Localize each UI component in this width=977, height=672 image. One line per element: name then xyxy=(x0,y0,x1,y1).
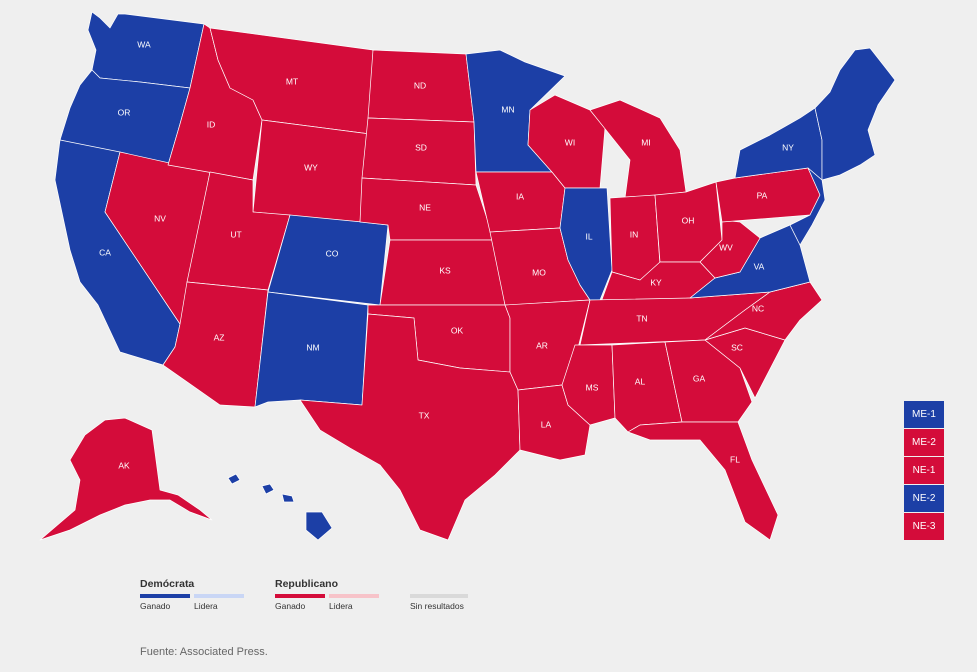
state-MID-ATL[interactable] xyxy=(789,167,826,246)
states-layer xyxy=(39,11,896,541)
state-TX[interactable] xyxy=(299,313,521,541)
state-WY[interactable] xyxy=(252,119,371,223)
legend-dem-lead-label: Lidera xyxy=(194,601,218,611)
district-me-2[interactable]: ME-2 xyxy=(904,429,944,456)
state-CO[interactable] xyxy=(267,214,389,306)
state-SD[interactable] xyxy=(361,117,477,186)
legend-rep-lead-label: Lidera xyxy=(329,601,353,611)
district-ne-2[interactable]: NE-2 xyxy=(904,485,944,512)
legend-no-results-item: Sin resultados xyxy=(410,594,468,611)
legend-democrat: Demócrata Ganado Lidera xyxy=(140,578,244,611)
state-WA[interactable] xyxy=(87,11,205,89)
district-results: ME-1 ME-2 NE-1 NE-2 NE-3 xyxy=(904,401,944,541)
district-ne-1[interactable]: NE-1 xyxy=(904,457,944,484)
legend-no-results-label: Sin resultados xyxy=(410,601,464,611)
state-PA[interactable] xyxy=(715,167,821,223)
state-AK[interactable] xyxy=(39,417,213,541)
district-me-1[interactable]: ME-1 xyxy=(904,401,944,428)
state-NM[interactable] xyxy=(254,291,369,408)
state-NE-REGION[interactable] xyxy=(814,47,896,181)
legend-republican: Republicano Ganado Lidera xyxy=(275,578,379,611)
state-MI[interactable] xyxy=(589,99,687,199)
state-KS[interactable] xyxy=(379,239,506,306)
legend-rep-won-label: Ganado xyxy=(275,601,306,611)
source-note: Fuente: Associated Press. xyxy=(140,646,268,658)
legend-dem-title: Demócrata xyxy=(140,578,195,590)
legend-dem-lead: Lidera xyxy=(194,594,244,611)
legend-dem-lead-swatch xyxy=(194,594,244,598)
state-FL[interactable] xyxy=(627,421,779,541)
legend-dem-won-swatch xyxy=(140,594,190,598)
state-NC[interactable] xyxy=(704,281,823,341)
legend-rep-won-swatch xyxy=(275,594,325,598)
legend-dem-won-label: Ganado xyxy=(140,601,171,611)
state-IA[interactable] xyxy=(475,171,566,233)
legend-no-results-swatch xyxy=(410,594,468,598)
state-ND[interactable] xyxy=(367,49,475,123)
legend-rep-lead: Lidera xyxy=(329,594,379,611)
district-ne-3[interactable]: NE-3 xyxy=(904,513,944,540)
state-WV[interactable] xyxy=(699,219,761,279)
legend-rep-won: Ganado xyxy=(275,594,325,611)
state-HI[interactable] xyxy=(227,473,333,541)
state-IN[interactable] xyxy=(609,194,661,281)
legend-dem-won: Ganado xyxy=(140,594,190,611)
legend-rep-lead-swatch xyxy=(329,594,379,598)
legend-rep-title: Republicano xyxy=(275,578,339,590)
legend-no-results: Sin resultados xyxy=(410,578,468,611)
